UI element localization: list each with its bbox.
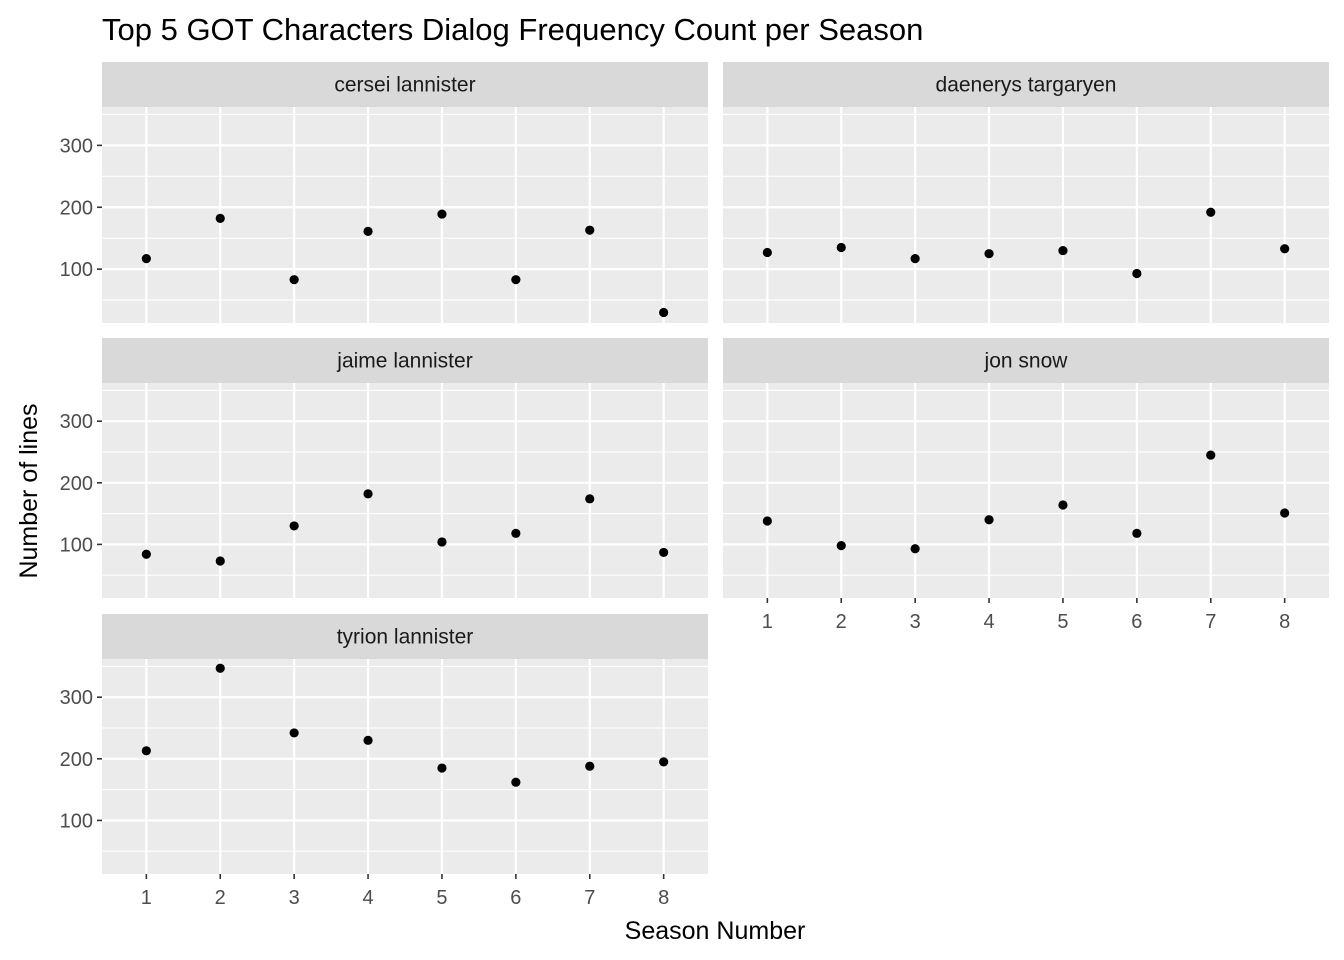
facet-panel-tyrion-lannister: tyrion lannister 100 200 300 1 2 3 4 5 6 7 8 [60,614,708,909]
x-tick-label: 2 [836,611,847,633]
data-point [511,275,521,285]
x-tick-label: 4 [362,887,373,909]
y-tick-label: 200 [60,473,93,495]
data-point [762,247,772,258]
data-point [141,254,151,264]
panels-layer: cersei lannister 100 200 300 daenerys targar… [60,62,1329,909]
facet-strip [723,62,1329,107]
data-point [363,226,373,237]
x-tick-label: 4 [983,611,994,633]
y-axis-title: Number of lines [15,403,43,578]
x-tick-label: 7 [1205,611,1216,633]
data-point [289,728,299,738]
x-tick-label: 8 [1279,611,1290,633]
data-point [585,225,595,235]
x-tick-label: 3 [289,887,300,909]
panel-background [723,107,1329,323]
chart-title: Top 5 GOT Characters Dialog Frequency Co… [102,12,923,47]
facet-panel-daenerys-targaryen: daenerys targaryen [723,62,1329,323]
facet-strip-label: jaime lannister [336,350,472,373]
facet-strip [102,614,708,659]
data-point [585,494,595,504]
data-point [511,777,521,787]
data-point [437,537,447,547]
facet-strip [723,338,1329,383]
facet-panel-cersei-lannister: cersei lannister 100 200 300 [60,62,708,323]
y-tick-label: 200 [60,197,93,219]
data-point [141,746,151,756]
data-point [762,516,772,526]
data-point [1206,450,1216,460]
data-point [984,515,994,525]
data-point [659,307,669,318]
x-tick-label: 6 [1131,611,1142,633]
facet-strip [102,338,708,383]
data-point [1132,528,1142,538]
x-tick-label: 6 [510,887,521,909]
data-point [289,275,299,285]
y-tick-label: 300 [60,687,93,709]
y-tick-label: 100 [60,810,93,832]
x-tick-label: 7 [584,887,595,909]
data-point [141,549,151,559]
data-point [289,521,299,531]
x-tick-label: 5 [436,887,447,909]
data-point [1206,207,1216,217]
data-point [215,556,225,566]
y-tick-label: 200 [60,749,93,771]
facet-panel-jon-snow: jon snow 1 2 3 4 5 6 7 8 [723,338,1329,633]
y-tick-label: 100 [60,259,93,281]
data-point [910,544,920,554]
x-tick-label: 8 [658,887,669,909]
x-tick-label: 1 [762,611,773,633]
data-point [363,489,373,499]
data-point [1280,508,1290,518]
data-point [836,242,846,253]
facet-panel-jaime-lannister: jaime lannister 100 200 300 [60,338,708,598]
x-axis-title: Season Number [625,917,806,945]
facet-strip-label: jon snow [984,350,1069,373]
data-point [1058,245,1068,256]
data-point [1058,500,1068,510]
data-point [215,213,225,224]
panel-background [102,659,708,874]
data-point [437,209,447,219]
data-point [437,763,447,773]
y-tick-label: 100 [60,534,93,556]
data-point [836,541,846,551]
x-tick-label: 2 [215,887,226,909]
data-point [659,757,669,767]
panel-background [102,383,708,598]
x-tick-label: 3 [910,611,921,633]
data-point [984,249,994,259]
data-point [1132,268,1142,279]
facet-strip [102,62,708,107]
data-point [363,735,373,745]
x-tick-label: 1 [141,887,152,909]
panel-background [102,107,708,323]
panel-background [723,383,1329,598]
data-point [511,528,521,538]
facet-strip-label: daenerys targaryen [936,74,1117,97]
y-tick-label: 300 [60,411,93,433]
facet-strip-label: tyrion lannister [337,626,474,649]
y-tick-label: 300 [60,135,93,157]
x-tick-label: 5 [1057,611,1068,633]
data-point [910,254,920,264]
data-point [215,663,225,673]
facet-strip-label: cersei lannister [334,74,475,97]
data-point [1280,244,1290,254]
data-point [659,547,669,558]
data-point [585,761,595,771]
